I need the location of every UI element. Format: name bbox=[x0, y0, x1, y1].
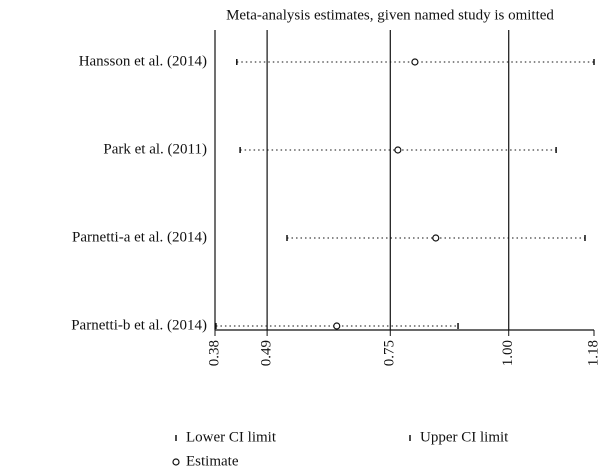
category-label: Parnetti-b et al. (2014) bbox=[71, 317, 207, 333]
estimate bbox=[394, 146, 402, 154]
legend-symbol bbox=[172, 458, 180, 466]
estimate bbox=[411, 58, 419, 66]
chart-title: Meta-analysis estimates, given named stu… bbox=[226, 7, 554, 23]
x-tick-label: 0.49 bbox=[259, 340, 275, 366]
category-label: Park et al. (2011) bbox=[103, 141, 207, 157]
x-tick-label: 0.75 bbox=[382, 340, 398, 366]
x-tick-label: 1.18 bbox=[585, 340, 601, 366]
x-tick-label: 0.38 bbox=[206, 340, 222, 366]
estimate bbox=[333, 322, 341, 330]
x-tick-label: 1.00 bbox=[500, 340, 516, 366]
legend-label: Lower CI limit bbox=[186, 429, 277, 445]
category-label: Hansson et al. (2014) bbox=[79, 53, 207, 69]
estimate bbox=[432, 234, 440, 242]
legend-label: Upper CI limit bbox=[420, 429, 509, 445]
legend-label: Estimate bbox=[186, 453, 239, 469]
category-label: Parnetti-a et al. (2014) bbox=[72, 229, 207, 245]
